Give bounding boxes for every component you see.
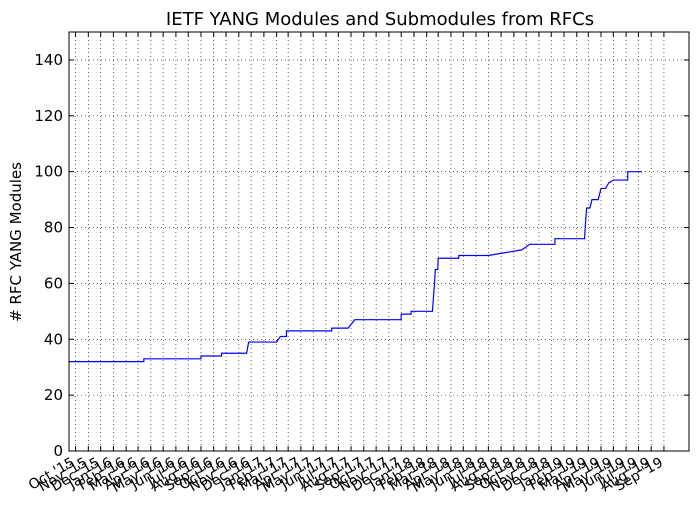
grid (69, 32, 689, 451)
y-tick-label: 40 (44, 330, 63, 348)
plot-border (68, 31, 690, 452)
y-tick-label: 0 (53, 442, 63, 460)
y-tick-label: 80 (44, 219, 63, 237)
chart-title: IETF YANG Modules and Submodules from RF… (166, 9, 594, 30)
y-tick-label: 20 (44, 386, 63, 404)
series (69, 171, 643, 363)
y-tick-label: 140 (34, 51, 63, 69)
y-tick-label: 60 (44, 274, 63, 292)
y-tick-label: 100 (34, 163, 63, 181)
plot-frame (68, 31, 690, 452)
y-axis-label: # RFC YANG Modules (7, 162, 25, 322)
series-line (69, 171, 643, 363)
y-axis: 0 20 40 60 80 100 120 140 (34, 51, 689, 460)
y-tick-label: 120 (34, 107, 63, 125)
